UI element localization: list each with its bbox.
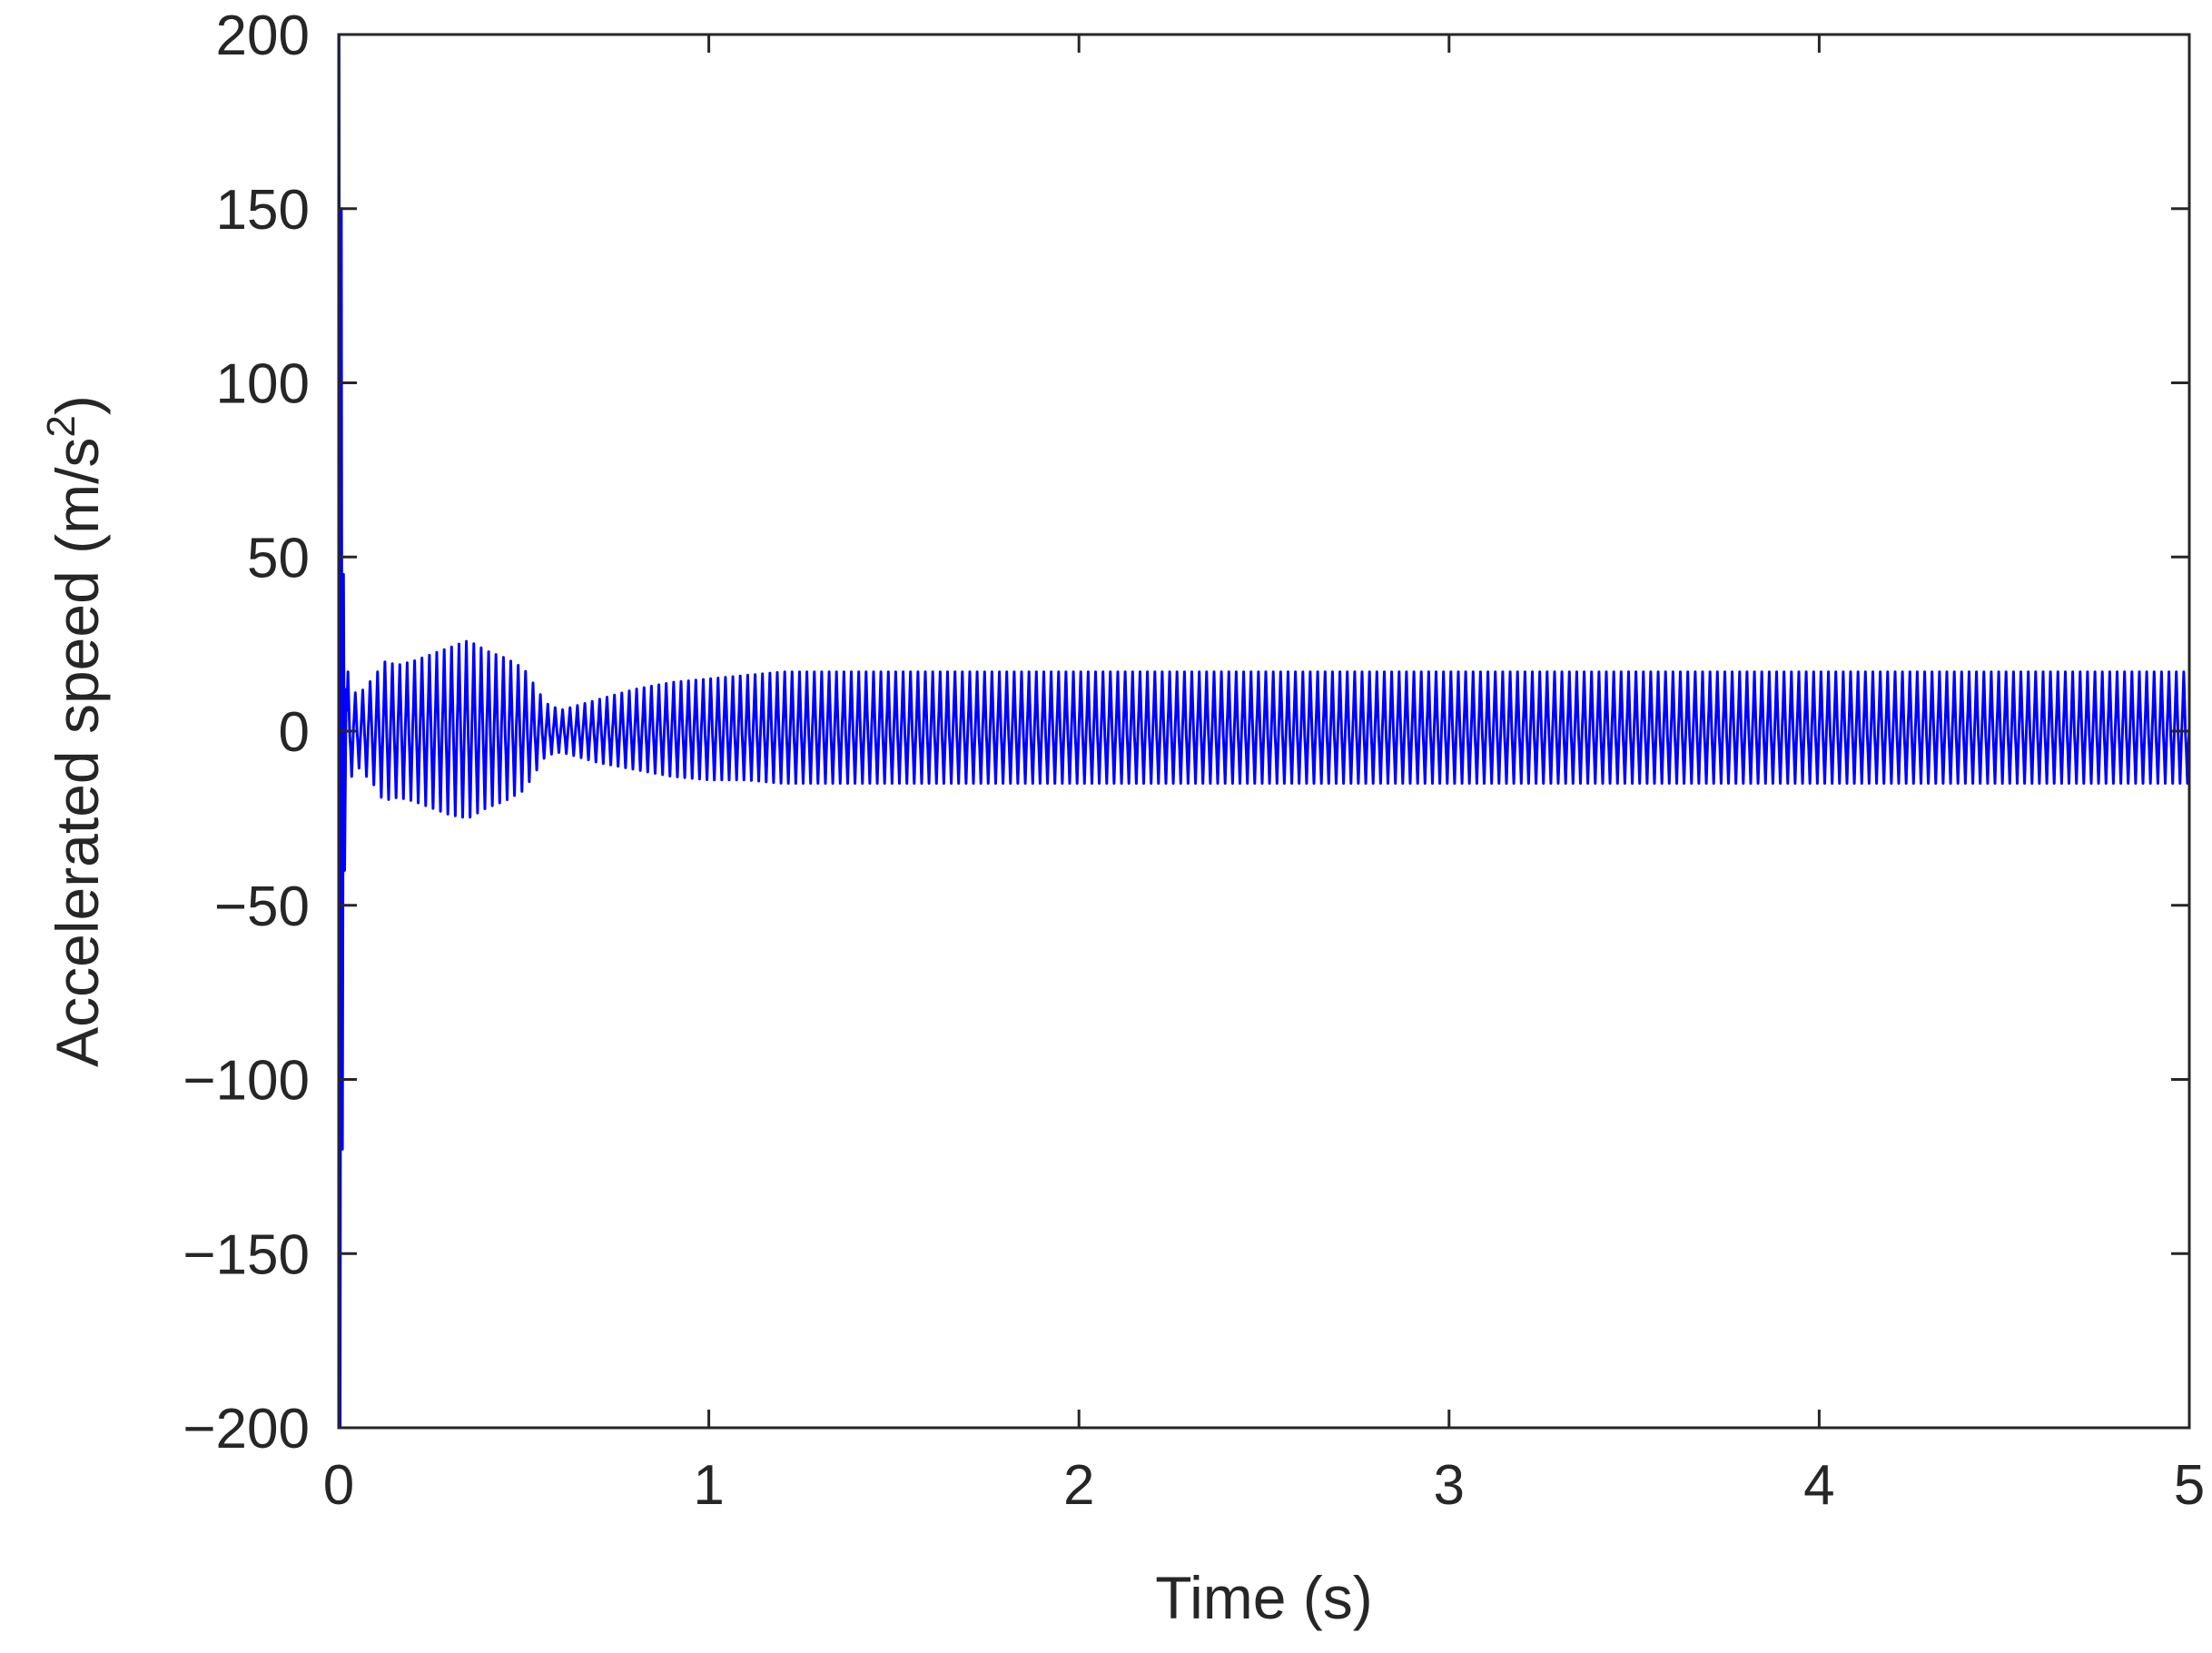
y-tick-label: −50 <box>214 876 310 938</box>
x-tick-label: 3 <box>1434 1454 1465 1517</box>
y-tick-label: 0 <box>279 701 310 764</box>
y-tick-label: −150 <box>183 1223 310 1286</box>
y-tick-label: −200 <box>183 1398 310 1460</box>
y-axis-label-main: Accelerated speed (m/s <box>44 438 111 1067</box>
y-axis-label: Accelerated speed (m/s2) <box>39 395 111 1067</box>
y-tick-label: 50 <box>247 527 310 589</box>
x-axis-label: Time (s) <box>1155 1564 1373 1631</box>
y-axis-label-close: ) <box>44 395 111 415</box>
plot-area <box>339 35 2189 1428</box>
x-tick-label: 1 <box>693 1454 724 1517</box>
x-tick-label: 5 <box>2174 1454 2205 1517</box>
series-line <box>339 35 2189 1428</box>
y-axis: 200 150 100 50 0 −50 −100 −150 −200 <box>183 5 2189 1460</box>
y-tick-label: −100 <box>183 1050 310 1113</box>
y-tick-label: 100 <box>216 353 310 416</box>
x-tick-label: 2 <box>1063 1454 1094 1517</box>
x-tick-label: 0 <box>323 1454 354 1517</box>
x-tick-label: 4 <box>1803 1454 1834 1517</box>
y-axis-label-superscript: 2 <box>39 415 84 437</box>
x-axis: 0 1 2 3 4 5 <box>323 35 2205 1517</box>
y-tick-label: 200 <box>216 5 310 67</box>
y-tick-label: 150 <box>216 179 310 242</box>
